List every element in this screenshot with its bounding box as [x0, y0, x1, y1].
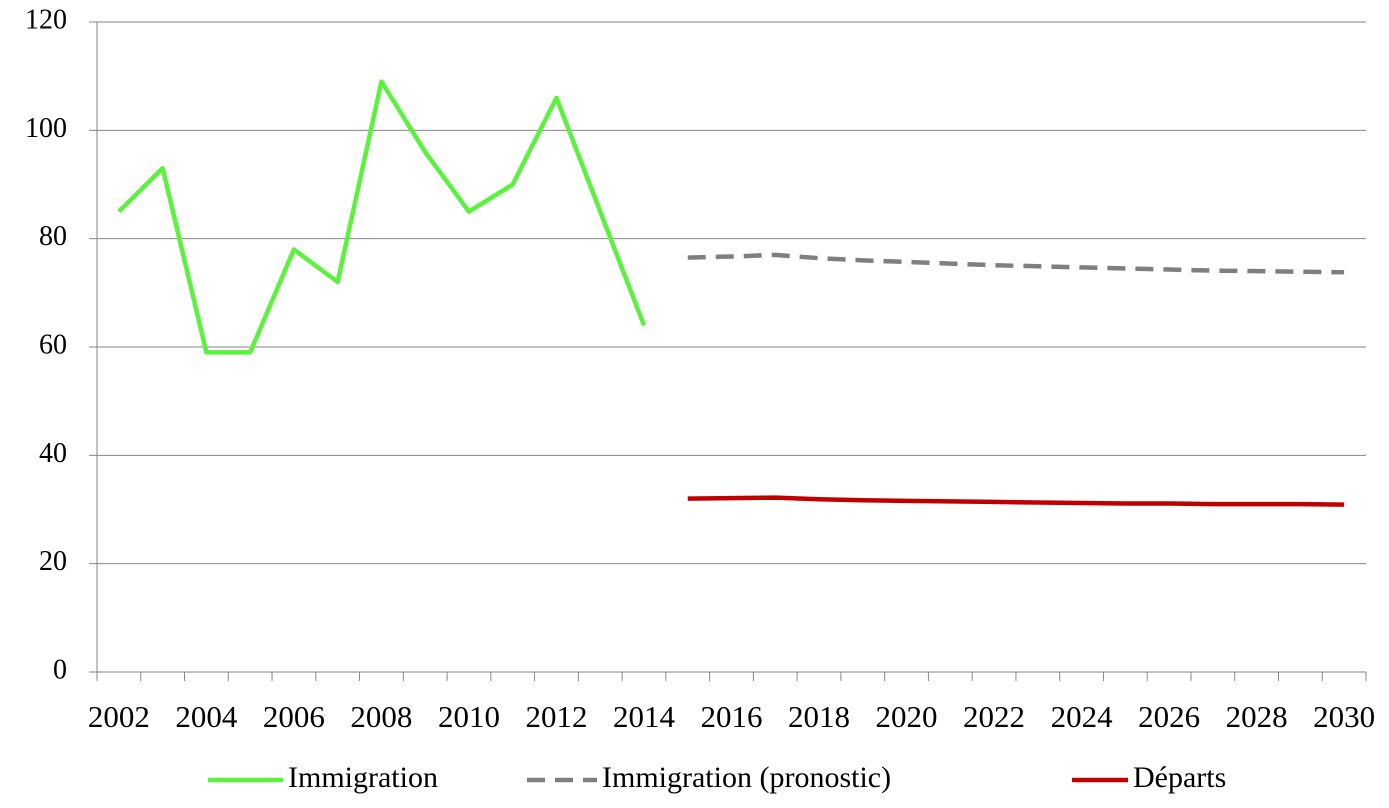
- x-tick-label: 2020: [876, 699, 938, 734]
- x-tick-label: 2018: [788, 699, 850, 734]
- legend-label: Immigration (pronostic): [602, 761, 891, 794]
- x-tick-label: 2022: [963, 699, 1025, 734]
- y-tick-label: 100: [25, 113, 67, 144]
- x-tick-label: 2006: [263, 699, 325, 734]
- x-tick-label: 2012: [525, 699, 587, 734]
- series-line: [117, 79, 647, 355]
- x-tick-label: 2016: [701, 699, 763, 734]
- y-tick-label: 0: [53, 654, 67, 685]
- x-tick-label: 2004: [175, 699, 238, 734]
- x-tick-label: 2010: [438, 699, 500, 734]
- y-tick-label: 40: [39, 438, 67, 469]
- x-tick-label: 2014: [613, 699, 676, 734]
- y-tick-label: 80: [39, 221, 67, 252]
- x-tick-label: 2024: [1051, 699, 1114, 734]
- x-tick-label: 2030: [1313, 699, 1375, 734]
- series-line: [687, 252, 1345, 275]
- legend-label: Immigration: [288, 761, 438, 794]
- y-tick-label: 60: [39, 329, 67, 360]
- y-tick-label: 120: [25, 4, 67, 35]
- x-tick-label: 2008: [350, 699, 412, 734]
- x-tick-label: 2026: [1138, 699, 1200, 734]
- y-tick-label: 20: [39, 546, 67, 577]
- legend-label: Départs: [1133, 761, 1226, 794]
- x-tick-label: 2002: [88, 699, 150, 734]
- series-line: [687, 495, 1345, 507]
- x-tick-label: 2028: [1226, 699, 1288, 734]
